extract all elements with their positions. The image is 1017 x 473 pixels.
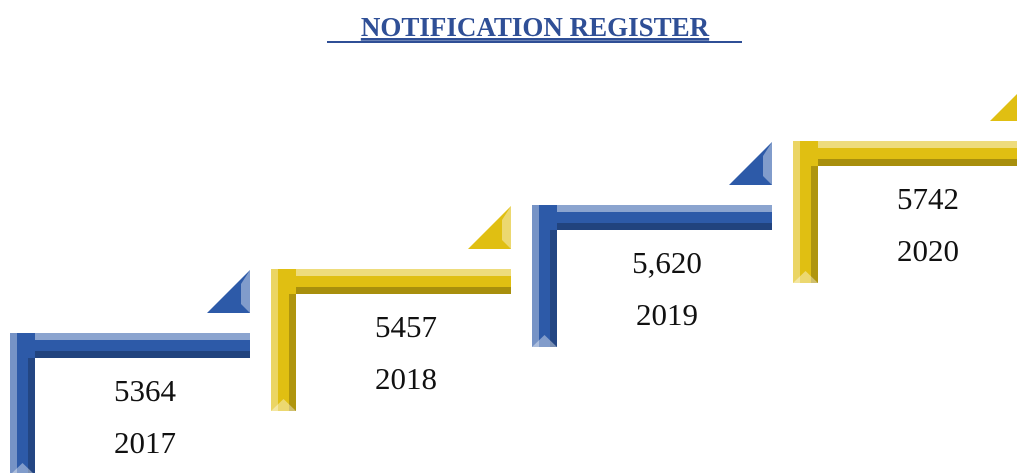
bevel-dark <box>557 223 772 230</box>
step: 5364 2017 <box>10 270 250 473</box>
step-year: 2019 <box>636 297 698 332</box>
title: NOTIFICATION REGISTER <box>361 12 710 42</box>
step-value: 5364 <box>114 373 177 408</box>
bevel-dark <box>35 351 250 358</box>
bevel-dark <box>818 159 1017 166</box>
step-arrow <box>990 78 1017 121</box>
bevel-light <box>532 205 539 347</box>
step-value: 5742 <box>897 181 959 216</box>
bevel-light <box>10 333 250 340</box>
step: 5,620 2019 <box>532 142 772 347</box>
step-year: 2018 <box>375 361 437 396</box>
bevel-dark <box>296 287 511 294</box>
step: 5457 2018 <box>271 206 511 411</box>
bevel-dark <box>811 166 818 283</box>
step: 5742 2020 <box>793 78 1017 283</box>
bevel-light <box>793 141 1017 148</box>
bevel-light <box>793 141 800 283</box>
bevel-light <box>271 269 511 276</box>
step-value: 5,620 <box>632 245 702 280</box>
bevel-light <box>10 333 17 473</box>
bevel-light <box>532 205 772 212</box>
bevel-dark <box>28 358 35 473</box>
bevel-dark <box>289 294 296 411</box>
bevel-light <box>271 269 278 411</box>
step-year: 2017 <box>114 425 176 460</box>
bevel-dark <box>550 230 557 347</box>
page: NOTIFICATION REGISTER 5364 2017 5457 2018 5,… <box>0 0 1017 473</box>
step-value: 5457 <box>375 309 437 344</box>
step-year: 2020 <box>897 233 959 268</box>
